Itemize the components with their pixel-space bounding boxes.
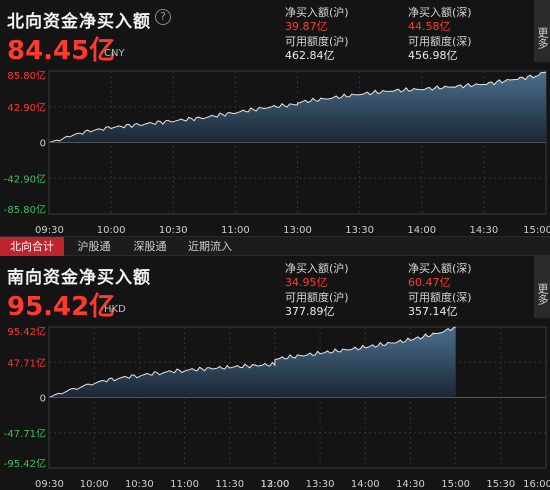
y-tick-label: 95.42亿: [7, 325, 46, 338]
north-amount: 84.45亿: [7, 36, 116, 66]
x-tick-label: 13:30: [345, 225, 374, 236]
y-tick-label: 85.80亿: [7, 69, 46, 82]
x-tick-label: 12:00: [260, 479, 289, 490]
y-tick-label: -42.90亿: [4, 172, 46, 185]
north-buy-sz-value: 44.58亿: [408, 20, 451, 33]
south-title: 南向资金净买入额: [7, 268, 151, 288]
x-tick-label: 14:30: [469, 225, 498, 236]
south-panel: 南向资金净买入额 95.42亿 HKD 净买入额(沪) 34.95亿 可用额度(…: [0, 256, 550, 490]
y-tick-label: -47.71亿: [4, 427, 46, 440]
y-tick-label: 42.90亿: [7, 101, 46, 114]
x-tick-label: 10:00: [80, 479, 109, 490]
flow-area: [49, 327, 456, 398]
x-tick-label: 13:00: [260, 479, 289, 490]
x-tick-label: 14:00: [351, 479, 380, 490]
north-buy-sz-label: 净买入额(深): [408, 6, 472, 19]
north-title: 北向资金净买入额: [7, 12, 151, 32]
north-avail-sz-label: 可用额度(深): [408, 35, 472, 48]
tab-shenzhen-connect[interactable]: 深股通: [133, 240, 167, 253]
x-tick-label: 13:30: [306, 479, 335, 490]
y-tick-label: 0: [40, 139, 46, 150]
north-avail-sz-value: 456.98亿: [408, 49, 458, 62]
x-tick-label: 14:00: [407, 225, 436, 236]
south-avail-sz-label: 可用额度(深): [408, 291, 472, 304]
x-tick-label: 15:00: [441, 479, 470, 490]
y-tick-label: -85.80亿: [4, 203, 46, 216]
south-avail-sh-value: 377.89亿: [285, 305, 335, 318]
south-buy-sz-label: 净买入额(深): [408, 262, 472, 275]
x-tick-label: 15:00: [523, 225, 550, 236]
y-tick-label: 0: [40, 394, 46, 405]
x-tick-label: 09:30: [35, 225, 64, 236]
x-tick-label: 09:30: [35, 479, 64, 490]
tab-recent-inflow[interactable]: 近期流入: [188, 240, 232, 253]
tab-shanghai-connect[interactable]: 沪股通: [77, 240, 111, 253]
x-tick-label: 10:30: [159, 225, 188, 236]
north-avail-sh-value: 462.84亿: [285, 49, 335, 62]
south-avail-sz-value: 357.14亿: [408, 305, 458, 318]
south-avail-sh-label: 可用额度(沪): [285, 291, 349, 304]
x-tick-label: 16:00: [523, 479, 550, 490]
x-tick-label: 11:30: [215, 479, 244, 490]
x-tick-label: 10:00: [97, 225, 126, 236]
flow-line: [48, 326, 456, 398]
south-buy-sh-value: 34.95亿: [285, 276, 328, 289]
y-tick-label: 47.71亿: [7, 356, 46, 369]
x-tick-label: 11:00: [221, 225, 250, 236]
south-buy-sh-label: 净买入额(沪): [285, 262, 349, 275]
x-tick-label: 13:00: [283, 225, 312, 236]
x-tick-label: 10:30: [125, 479, 154, 490]
north-flow-chart: 85.80亿 42.90亿 0 -42.90亿 -85.80亿 09:30 10:00 10:…: [4, 69, 550, 236]
south-unit: HKD: [104, 304, 126, 315]
x-tick-label: 15:30: [486, 479, 515, 490]
south-amount: 95.42亿: [7, 292, 116, 322]
flow-line: [48, 71, 547, 143]
x-tick-label: 11:00: [170, 479, 199, 490]
south-flow-chart: 95.42亿 47.71亿 0 -47.71亿 -95.42亿 09:30 10:00 10:…: [4, 325, 550, 490]
y-tick-label: -95.42亿: [4, 457, 46, 470]
market-tabs: 北向合计 沪股通 深股通 近期流入: [0, 236, 550, 256]
north-unit: CNY: [104, 48, 125, 59]
south-more-button[interactable]: 更多: [534, 256, 550, 318]
north-panel: 北向资金净买入额 ? 84.45亿 CNY 净买入额(沪) 39.87亿 可用额…: [0, 0, 550, 236]
help-icon[interactable]: ?: [155, 9, 171, 25]
south-buy-sz-value: 60.47亿: [408, 276, 451, 289]
north-more-button[interactable]: 更多: [534, 0, 550, 62]
north-buy-sh-value: 39.87亿: [285, 20, 328, 33]
north-avail-sh-label: 可用额度(沪): [285, 35, 349, 48]
north-buy-sh-label: 净买入额(沪): [285, 6, 349, 19]
tab-north-total[interactable]: 北向合计: [0, 237, 64, 256]
x-tick-label: 14:30: [396, 479, 425, 490]
